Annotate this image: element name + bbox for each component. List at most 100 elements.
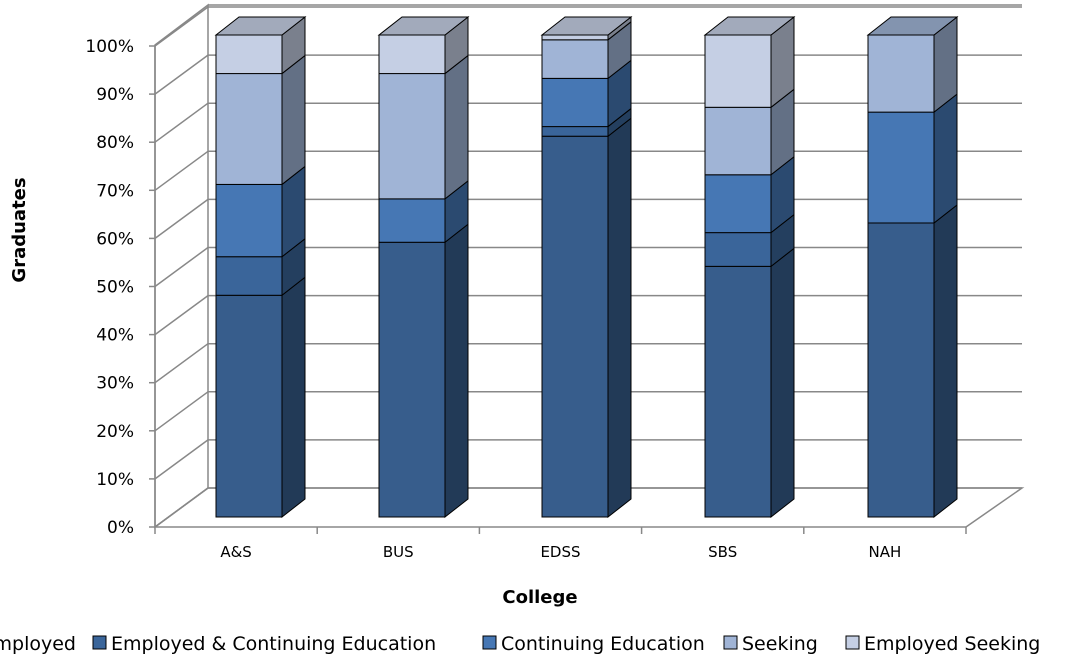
gridline-side (154, 294, 209, 336)
y-axis-title: Graduates (9, 177, 30, 282)
bar-segment (541, 20, 632, 80)
bar-segment (540, 15, 633, 41)
bar-segment-side (607, 117, 632, 519)
bar-segment-front (541, 77, 609, 128)
bar-segment-front (215, 256, 283, 296)
y-tick-label: 0% (107, 518, 134, 538)
bar-segment (378, 223, 469, 519)
bar-segment-front (541, 126, 609, 137)
bar-segment-side (281, 276, 306, 519)
bar-segment-front (541, 39, 609, 79)
legend-swatch (845, 635, 860, 650)
bar-stack (214, 15, 307, 519)
y-tick-label: 40% (96, 326, 134, 346)
bar-stack (540, 15, 633, 519)
bar-stack (866, 15, 959, 519)
y-tick-label: 10% (96, 470, 134, 490)
legend-swatch (482, 635, 497, 650)
bar-segment (215, 276, 306, 519)
bar-segment (215, 165, 306, 258)
legend-swatch (723, 635, 738, 650)
legend-swatch (92, 635, 107, 650)
x-tick-label: BUS (383, 543, 414, 561)
bars (214, 15, 959, 519)
bar-segment (215, 54, 306, 186)
bar-top (214, 16, 307, 36)
legend-item: Employed Seeking (845, 633, 1040, 655)
x-tick-label: EDSS (540, 543, 580, 561)
bar-segment (541, 117, 632, 519)
gridline-side (154, 54, 209, 95)
x-tick-label: A&S (220, 543, 251, 561)
gridline-side (154, 439, 209, 480)
x-tick-label: SBS (708, 543, 737, 561)
bar-segment (378, 179, 469, 244)
bar-segment (704, 88, 795, 176)
gridline-side (154, 246, 209, 288)
legend-item: Employed (0, 633, 76, 655)
legend-label: Employed Seeking (864, 633, 1040, 655)
x-tick-label: NAH (869, 543, 902, 561)
y-tick-label: 100% (85, 37, 134, 57)
bar-top (703, 16, 796, 36)
bar-segment (704, 155, 795, 234)
bar-stack (377, 15, 470, 519)
legend-item: Continuing Education (482, 633, 705, 655)
bar-segment (541, 59, 632, 128)
gridline-side (154, 198, 209, 240)
bar-segment-front (867, 34, 935, 113)
side-wall (154, 3, 209, 529)
bar-segment-front (215, 294, 283, 518)
legend-label: Continuing Education (501, 633, 705, 655)
bar-segment-side (444, 54, 469, 200)
y-tick-label: 50% (96, 278, 134, 298)
bar-segment (703, 15, 796, 109)
bar-segment-front (704, 34, 772, 108)
legend: Employed Employed & Continuing Education C… (0, 633, 1040, 655)
bar-segment (378, 54, 469, 200)
bar-segment-front (867, 222, 935, 518)
legend-label: Employed (0, 633, 76, 655)
bar-segment (866, 15, 959, 114)
gridline-side (154, 343, 209, 384)
bar-segment-front (378, 34, 446, 75)
y-tick-label: 20% (96, 422, 134, 442)
legend-label: Seeking (742, 633, 818, 655)
bar-segment-front (541, 34, 609, 41)
bar-segment-front (867, 111, 935, 224)
bar-segment (867, 203, 958, 519)
bar-segment-front (704, 106, 772, 176)
bar-segment-front (378, 241, 446, 518)
bar-top (540, 16, 633, 36)
x-axis-title: College (502, 587, 577, 608)
bar-top (377, 16, 470, 36)
y-tick-label: 70% (96, 181, 134, 201)
gridline-side (154, 487, 209, 528)
y-tick-label: 90% (96, 85, 134, 105)
bar-segment-side (444, 223, 469, 519)
x-axis: A&S BUS EDSS SBS NAH (154, 526, 967, 561)
bar-segment-front (378, 198, 446, 243)
y-tick-label: 80% (96, 133, 134, 153)
bar-segment-side (281, 54, 306, 186)
y-tick-label: 60% (96, 229, 134, 249)
legend-item: Seeking (723, 633, 818, 655)
bar-segment (704, 213, 795, 268)
bar-segment-front (215, 34, 283, 75)
gridline-side (154, 102, 209, 143)
gridline-side (154, 6, 209, 47)
bar-segment-front (704, 265, 772, 518)
y-axis: 0% 10% 20% 30% 40% 50% 60% 70% 80% 90% 100% (85, 37, 156, 538)
bar-segment-front (378, 73, 446, 200)
legend-item: Employed & Continuing Education (92, 633, 436, 655)
bar-segment-front (704, 174, 772, 234)
bar-stack (703, 15, 796, 519)
bar-segment-front (215, 73, 283, 185)
bar-segment-front (215, 183, 283, 258)
bar-segment-side (933, 93, 958, 225)
gridline-side (154, 391, 209, 432)
y-tick-label: 30% (96, 374, 134, 394)
bar-segment-side (933, 203, 958, 519)
bar-segment (867, 93, 958, 225)
